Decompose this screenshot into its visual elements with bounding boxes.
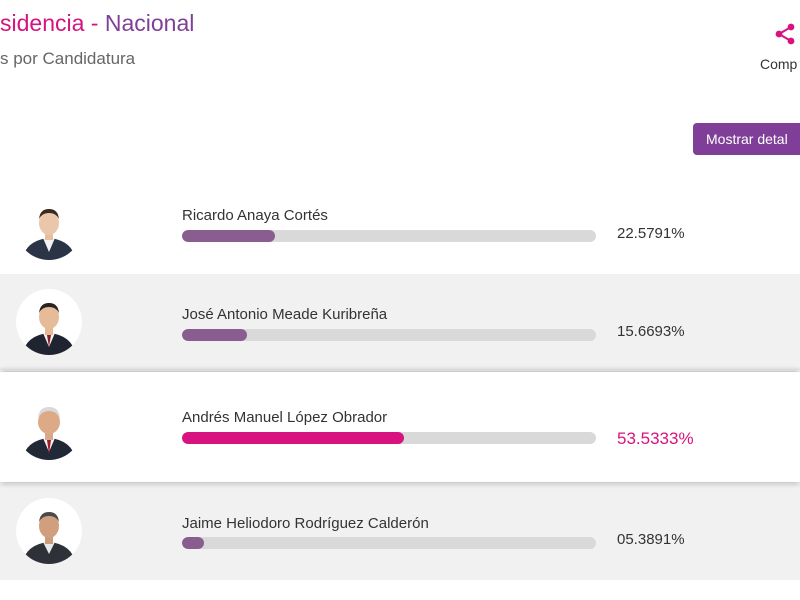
vote-percentage: 22.5791% <box>617 225 685 242</box>
candidate-row: José Antonio Meade Kuribreña 15.6693% <box>0 274 800 370</box>
vote-percentage: 15.6693% <box>617 323 685 340</box>
share-button[interactable]: Comp <box>756 20 800 80</box>
share-label: Comp <box>760 56 798 72</box>
vote-bar-fill <box>182 329 247 341</box>
vote-bar-fill <box>182 230 276 242</box>
vote-bar-track <box>182 537 596 549</box>
candidate-name: Jaime Heliodoro Rodríguez Calderón <box>182 515 429 532</box>
vote-bar-track <box>182 230 596 242</box>
candidate-row: Ricardo Anaya Cortés 22.5791% <box>0 180 800 274</box>
vote-bar-fill <box>182 432 404 444</box>
candidate-row: Jaime Heliodoro Rodríguez Calderón 05.38… <box>0 484 800 580</box>
vote-percentage: 53.5333% <box>617 429 694 448</box>
candidate-photo <box>16 394 82 460</box>
page-subtitle: s por Candidatura <box>0 49 136 68</box>
vote-bar-track <box>182 329 596 341</box>
title-part-2: Nacional <box>104 10 195 36</box>
vote-percentage: 05.3891% <box>617 531 685 548</box>
title-part-1: sidencia <box>0 10 85 36</box>
candidate-photo <box>16 498 82 564</box>
candidate-name: Andrés Manuel López Obrador <box>182 409 388 426</box>
candidate-name: José Antonio Meade Kuribreña <box>182 306 388 323</box>
vote-bar-fill <box>182 537 205 549</box>
page-title: sidencia - Nacional <box>0 10 194 37</box>
candidate-name: Ricardo Anaya Cortés <box>182 207 328 224</box>
vote-bar-track <box>182 432 596 444</box>
candidate-photo <box>16 289 82 355</box>
title-separator: - <box>90 10 99 36</box>
show-details-button[interactable]: Mostrar detal <box>693 123 800 155</box>
candidate-photo <box>16 194 82 260</box>
share-icon <box>775 23 795 45</box>
candidate-row-winner: Andrés Manuel López Obrador 53.5333% <box>0 372 800 482</box>
